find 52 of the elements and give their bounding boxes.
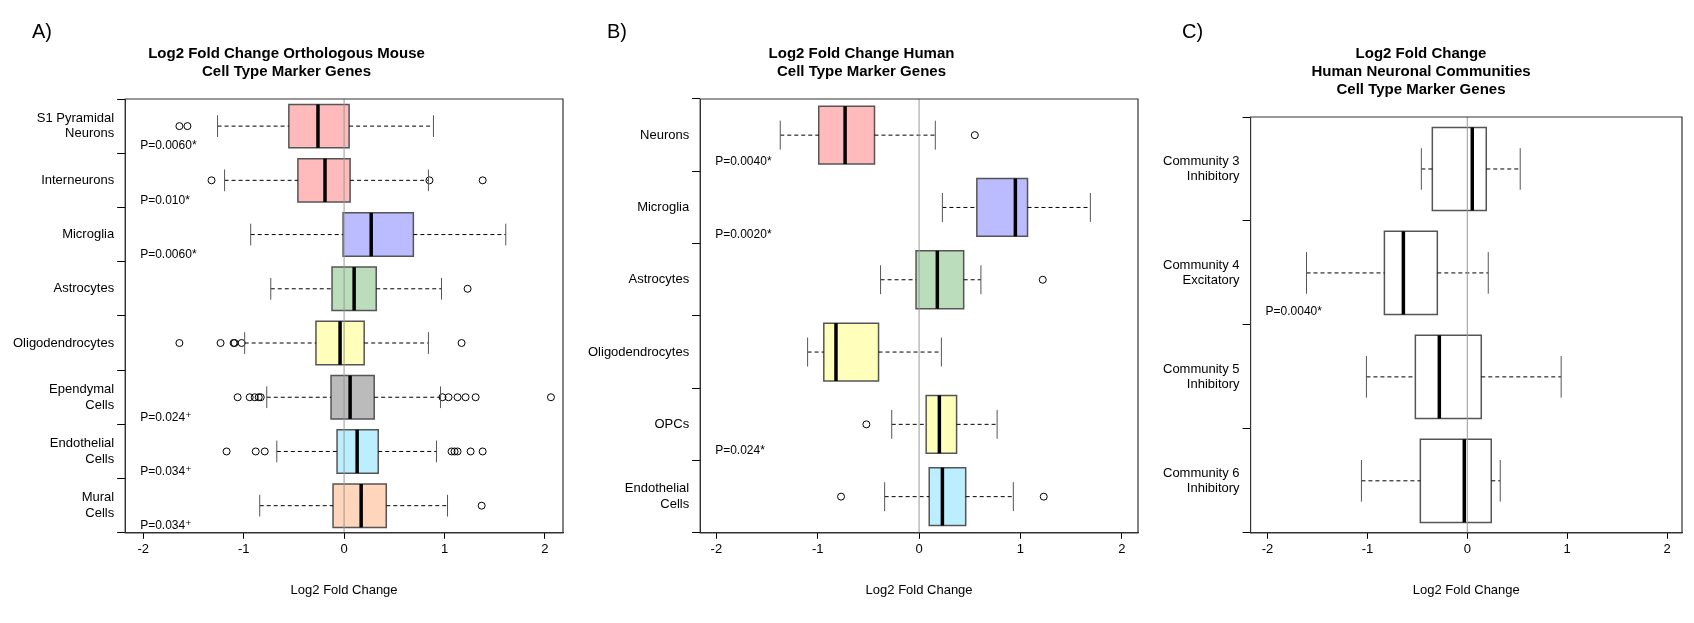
x-tick-label: 0: [340, 541, 348, 557]
y-tick-label: Endothelial Cells: [624, 480, 690, 512]
y-tick-label: Community 4 Excitatory: [1163, 256, 1241, 288]
chart-title: Log2 Fold Change Orthologous Mouse Cell Type Marker Genes: [148, 44, 425, 80]
x-axis-title: Log2 Fold Change: [290, 581, 398, 597]
y-tick-label: Microglia: [637, 199, 690, 215]
x-tick-label: -1: [237, 541, 250, 557]
y-tick-label: Mural Cells: [81, 489, 115, 521]
annotation: P=0.0020*: [715, 226, 772, 241]
text: C): [1182, 20, 1204, 43]
annotation: P=0.0060*: [140, 138, 197, 153]
x-tick-label: -2: [1261, 541, 1274, 557]
y-tick-label: S1 Pyramidal Neurons: [36, 109, 115, 141]
x-tick-label: -1: [1361, 541, 1374, 557]
x-tick-label: 2: [1663, 541, 1671, 557]
x-axis-title: Log2 Fold Change: [1412, 581, 1520, 597]
y-tick-label: OPCs: [654, 415, 690, 431]
y-tick-label: Interneurons: [41, 171, 115, 187]
y-tick-label: Microglia: [62, 226, 115, 242]
chart-title: Log2 Fold Change Human Neuronal Communities Cell Type Marker Genes: [1311, 44, 1531, 98]
annotation: P=0.034⁺: [140, 518, 192, 533]
x-tick-label: 2: [541, 541, 549, 557]
y-tick-label: Ependymal Cells: [49, 381, 115, 412]
chart-title: Log2 Fold Change Human Cell Type Marker Genes: [768, 44, 955, 80]
y-tick-label: Community 6 Inhibitory: [1163, 464, 1241, 496]
annotation: P=0.0040*: [715, 154, 772, 169]
y-tick-label: Community 3 Inhibitory: [1163, 152, 1241, 184]
x-tick-label: 2: [1118, 541, 1126, 557]
annotation: P=0.0040*: [1265, 303, 1323, 318]
y-tick-label: Endothelial Cells: [49, 435, 115, 466]
text: B): [607, 20, 627, 43]
x-tick-label: 1: [1563, 541, 1571, 557]
x-tick-label: 1: [1016, 541, 1025, 557]
x-tick-label: -2: [137, 541, 150, 557]
x-tick-label: -2: [710, 541, 723, 557]
annotation: P=0.010*: [140, 192, 191, 207]
x-tick-label: 0: [915, 541, 923, 557]
y-tick-label: Oligodendrocytes: [588, 343, 690, 359]
annotation: P=0.034⁺: [140, 463, 192, 478]
annotation: P=0.024*: [715, 443, 766, 458]
annotation: P=0.0060*: [140, 246, 197, 261]
y-tick-label: Neurons: [640, 126, 690, 142]
y-tick-label: Community 5 Inhibitory: [1163, 360, 1241, 392]
x-axis-title: Log2 Fold Change: [865, 581, 973, 597]
text: A): [32, 20, 52, 43]
x-tick-label: -1: [811, 541, 824, 557]
annotation: P=0.024⁺: [140, 409, 192, 424]
x-tick-label: 1: [440, 541, 449, 557]
y-tick-label: Oligodendrocytes: [13, 334, 115, 350]
y-tick-label: Astrocytes: [628, 271, 690, 287]
y-tick-label: Astrocytes: [53, 280, 115, 296]
x-tick-label: 0: [1463, 541, 1471, 557]
